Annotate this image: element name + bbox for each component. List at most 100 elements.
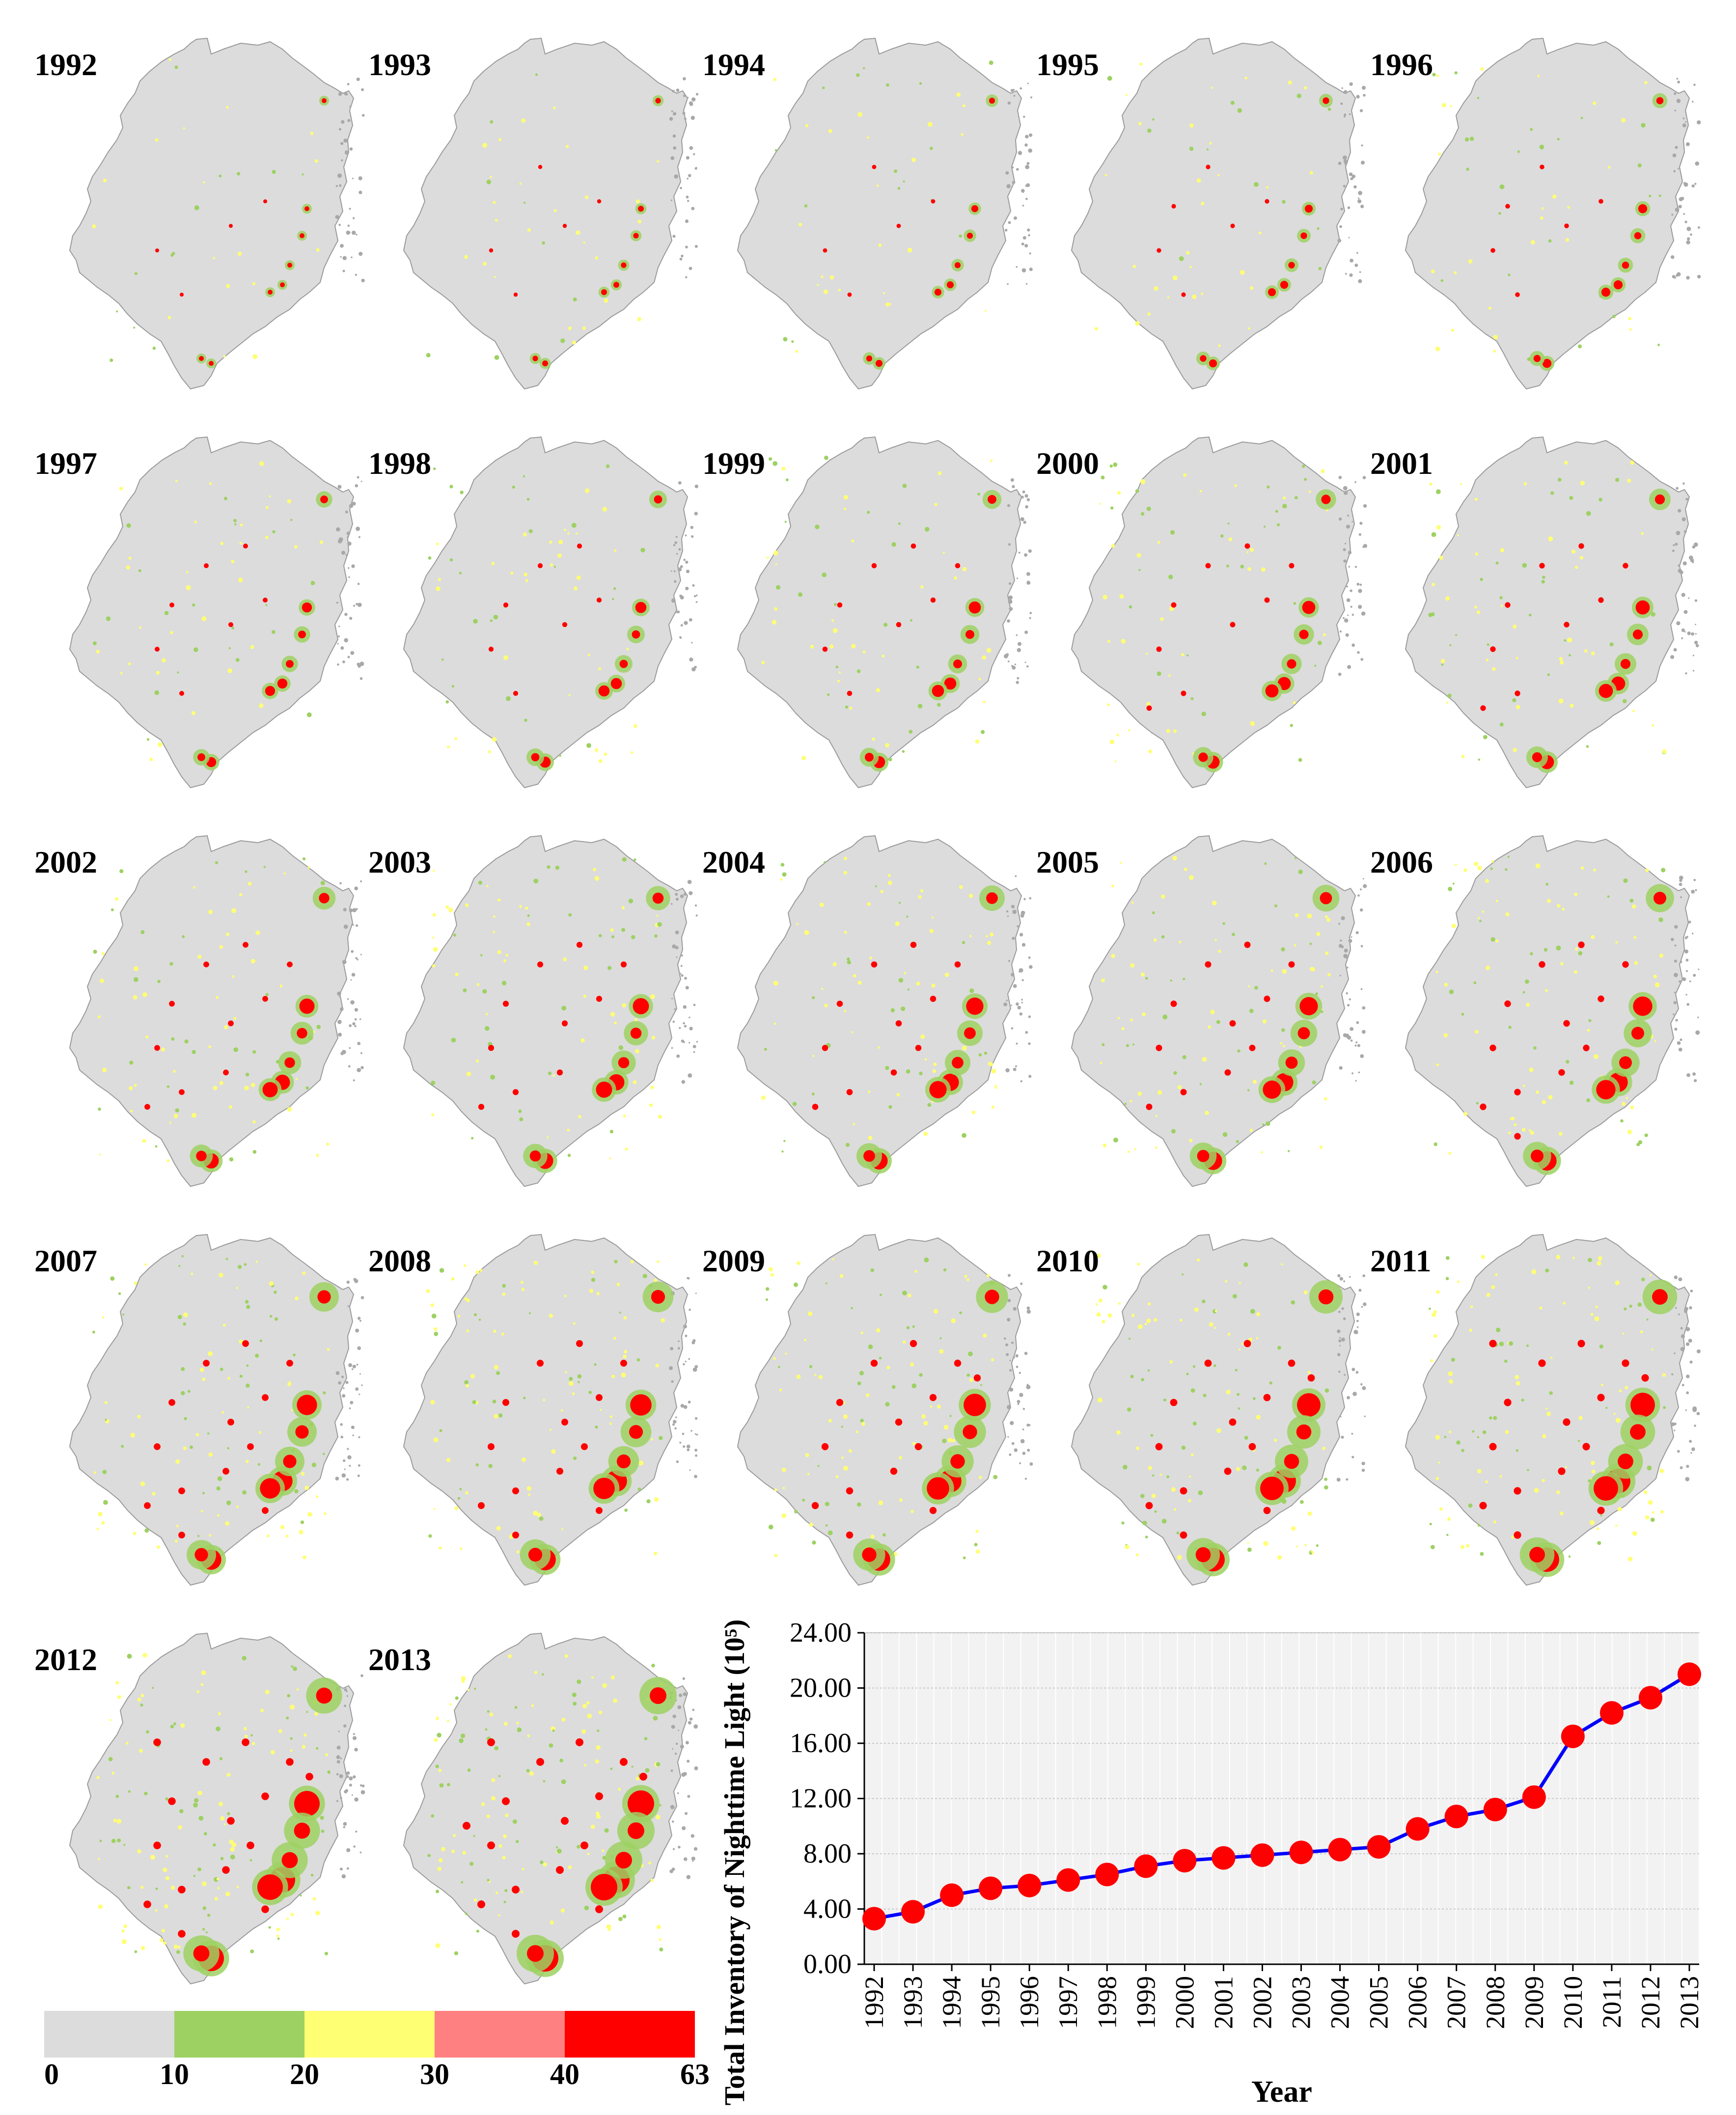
island (683, 77, 686, 81)
island (340, 1423, 343, 1426)
light-dot (498, 1413, 503, 1418)
light-dot (867, 136, 870, 139)
island (1028, 549, 1032, 553)
light-cluster-minor (153, 1841, 161, 1849)
light-dot (1567, 637, 1572, 643)
light-dot (916, 982, 920, 986)
island (354, 1008, 358, 1012)
light-dot (1283, 496, 1286, 500)
light-dot (290, 1737, 293, 1740)
light-dot (1429, 1307, 1431, 1310)
light-dot (1173, 729, 1177, 733)
light-dot (1595, 1305, 1598, 1309)
light-dot (287, 1694, 291, 1698)
light-dot (433, 1327, 438, 1331)
light-dot (149, 757, 153, 762)
island (347, 998, 349, 1000)
light-dot (1594, 1316, 1599, 1321)
island (685, 560, 689, 564)
light-dot (145, 1035, 149, 1039)
light-dot (250, 1083, 255, 1087)
light-dot (1295, 913, 1299, 917)
light-dot (218, 1712, 221, 1715)
light-dot (208, 909, 213, 914)
light-dot (596, 1745, 601, 1750)
light-dot (436, 542, 439, 546)
island (1349, 1276, 1351, 1278)
light-cluster (300, 233, 304, 238)
light-dot (919, 1071, 923, 1075)
light-dot (614, 1021, 617, 1025)
island (353, 1845, 356, 1848)
island (673, 146, 677, 150)
light-cluster (875, 359, 883, 367)
map-panel-1994: 1994 (702, 20, 1041, 417)
light-dot (231, 1842, 237, 1847)
island (348, 1363, 353, 1368)
light-dot (1147, 1369, 1150, 1372)
island (1005, 1068, 1010, 1072)
light-dot (582, 326, 586, 330)
light-dot (1107, 1313, 1112, 1318)
island (350, 1401, 354, 1404)
light-dot (612, 598, 614, 601)
light-dot (1168, 575, 1173, 579)
light-dot (654, 1552, 658, 1556)
island (690, 525, 693, 529)
light-cluster (862, 1547, 877, 1562)
light-dot (1161, 935, 1165, 939)
island (1006, 1353, 1009, 1356)
light-dot (1464, 137, 1469, 142)
light-cluster-minor (247, 1841, 254, 1849)
light-cluster-minor (1578, 941, 1585, 948)
light-cluster (954, 262, 961, 269)
light-cluster-minor (914, 1443, 922, 1451)
light-dot (594, 748, 599, 752)
island (1017, 1403, 1020, 1405)
light-dot (164, 611, 169, 615)
island (339, 184, 342, 187)
light-dot (559, 1758, 563, 1762)
light-dot (1463, 1112, 1468, 1116)
light-dot (476, 983, 480, 986)
light-dot (1615, 1280, 1620, 1285)
light-dot (523, 475, 525, 478)
island (1004, 654, 1008, 659)
light-dot (275, 1317, 278, 1321)
light-dot (1662, 1373, 1666, 1377)
light-dot (558, 540, 563, 545)
light-dot (150, 1855, 155, 1860)
light-dot (133, 977, 138, 982)
island (351, 950, 354, 953)
island (691, 1341, 695, 1345)
light-dot (441, 658, 444, 661)
light-dot (110, 1719, 112, 1721)
light-cluster-minor (1156, 1044, 1162, 1051)
light-dot (975, 739, 980, 744)
light-cluster-minor (537, 1360, 544, 1367)
map-year-label: 2008 (368, 1243, 431, 1278)
light-dot (644, 1737, 648, 1740)
light-dot (1653, 974, 1657, 979)
light-dot (799, 222, 802, 226)
light-cluster (257, 1874, 283, 1900)
light-dot (1550, 1356, 1553, 1359)
light-dot (1211, 86, 1213, 89)
light-dot (1529, 1068, 1534, 1072)
island (674, 174, 679, 179)
light-dot (1113, 1137, 1118, 1143)
light-dot (1562, 907, 1565, 911)
light-dot (1148, 1466, 1152, 1470)
light-dot (956, 92, 961, 97)
light-dot (642, 1274, 647, 1279)
light-dot (1154, 1318, 1157, 1322)
light-dot (794, 1282, 798, 1287)
light-dot (1111, 544, 1115, 548)
light-dot (1443, 1033, 1448, 1038)
province-map (403, 436, 698, 789)
light-dot (876, 688, 880, 692)
island (1338, 476, 1342, 479)
island (348, 1065, 351, 1068)
light-dot (888, 757, 892, 762)
light-dot (137, 1698, 141, 1702)
